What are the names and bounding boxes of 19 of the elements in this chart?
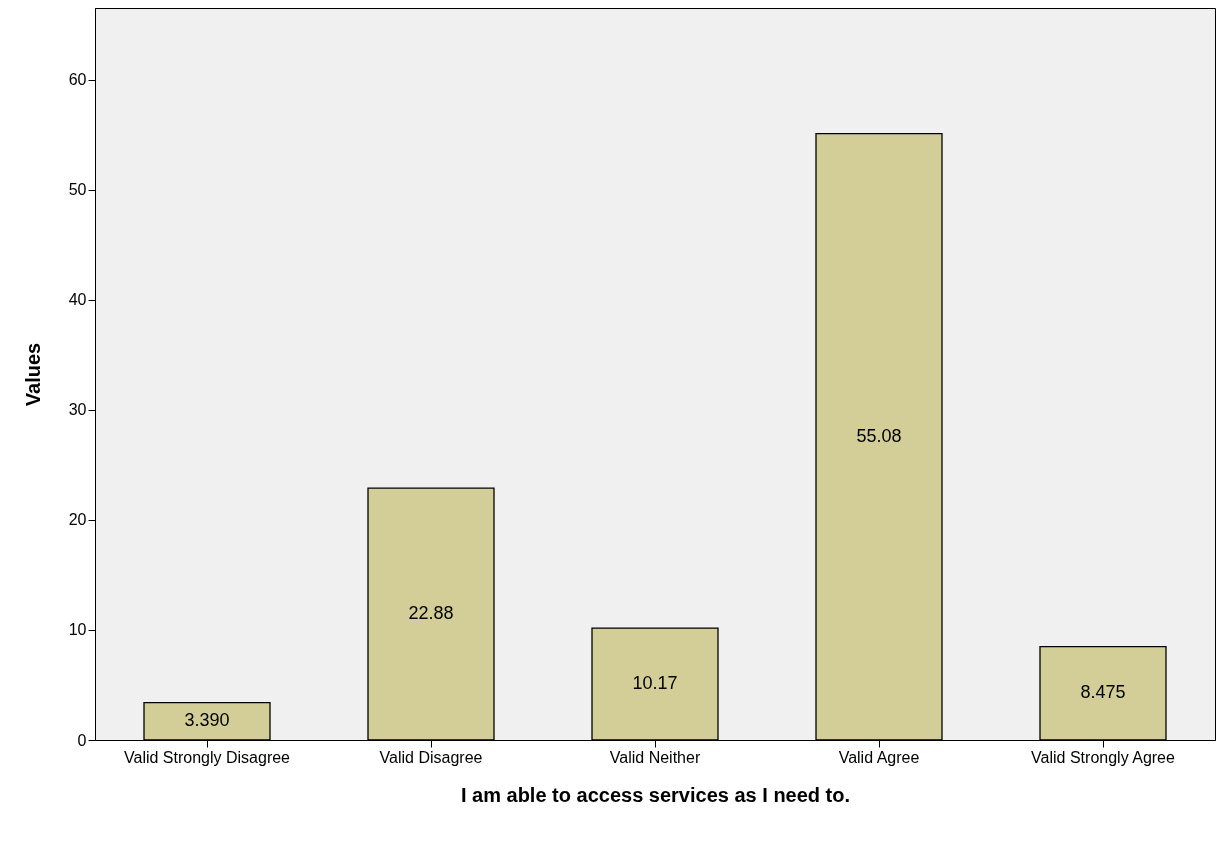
y-tick-label: 10 bbox=[68, 621, 87, 639]
y-tick-label: 0 bbox=[77, 731, 87, 749]
data-label: 3.390 bbox=[184, 710, 230, 731]
data-label: 55.08 bbox=[856, 425, 902, 446]
data-label: 22.88 bbox=[408, 603, 454, 624]
x-tick-label: Valid Disagree bbox=[379, 748, 483, 766]
data-label: 8.475 bbox=[1080, 682, 1126, 703]
x-tick-label: Valid Strongly Agree bbox=[1031, 748, 1175, 766]
y-tick-label: 50 bbox=[68, 181, 87, 199]
data-label: 10.17 bbox=[632, 673, 678, 694]
y-tick-label: 60 bbox=[68, 71, 87, 89]
y-tick-label: 30 bbox=[68, 401, 87, 419]
x-tick-label: Valid Neither bbox=[609, 748, 701, 766]
y-axis-title: Values bbox=[21, 342, 44, 407]
x-tick-label: Valid Agree bbox=[838, 748, 920, 766]
x-axis-title: I am able to access services as I need to. bbox=[460, 783, 851, 806]
y-tick-label: 20 bbox=[68, 511, 87, 529]
y-tick-label: 40 bbox=[68, 291, 87, 309]
x-tick-label: Valid Strongly Disagree bbox=[123, 748, 291, 766]
